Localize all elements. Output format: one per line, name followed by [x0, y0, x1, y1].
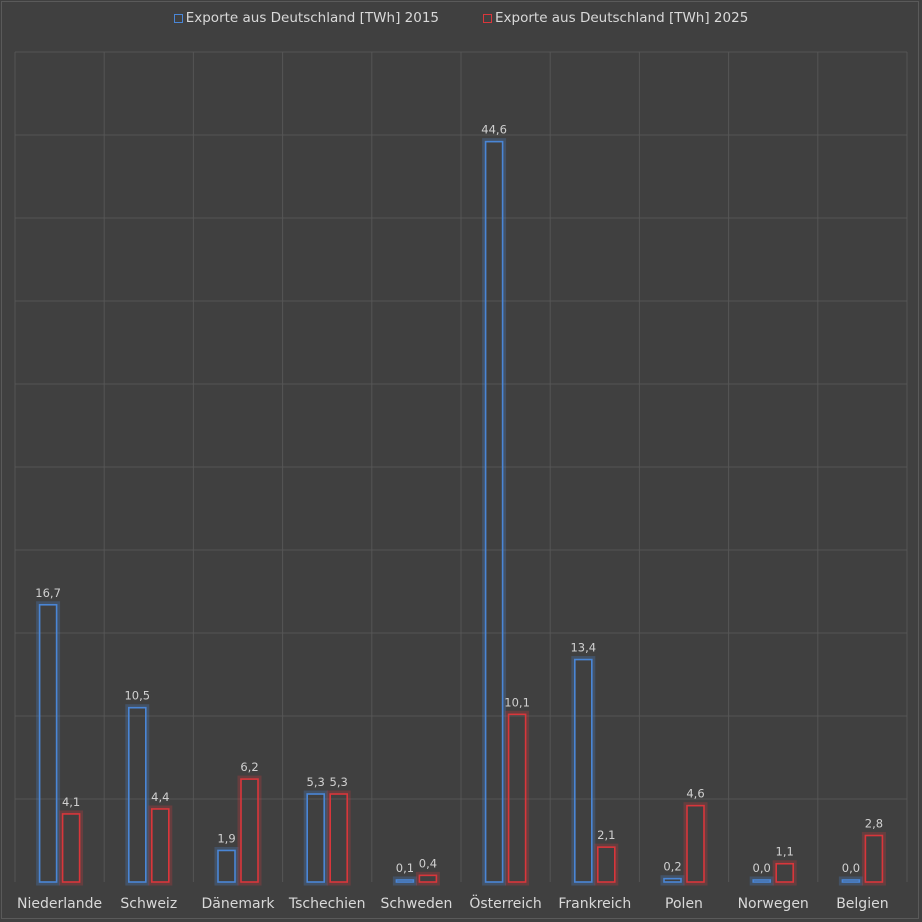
- data-label: 1,1: [776, 845, 794, 859]
- data-label: 13,4: [570, 641, 596, 655]
- x-tick-label: Tschechien: [288, 896, 366, 912]
- bar-2025-frankreich: [596, 846, 616, 883]
- bar-2025-tschechien: [329, 793, 349, 883]
- bar-glow: [838, 876, 863, 886]
- bar-glow: [36, 601, 61, 886]
- legend-swatch-2025: [483, 13, 492, 23]
- bar-2015-norwegen: [752, 879, 772, 883]
- data-label: 44,6: [481, 123, 507, 137]
- bar-2025-niederlande: [61, 813, 81, 883]
- data-label: 0,2: [663, 860, 681, 874]
- bar-glow: [571, 656, 596, 886]
- data-label: 0,4: [419, 856, 437, 870]
- bar-glow: [749, 876, 774, 886]
- bar-glow: [594, 843, 619, 886]
- x-tick-label: Niederlande: [17, 896, 102, 912]
- bar-glow: [392, 876, 417, 886]
- bar-glow: [237, 775, 262, 886]
- data-label: 1,9: [217, 831, 235, 845]
- bar-glow: [125, 704, 150, 886]
- legend-label-2025: Exporte aus Deutschland [TWh] 2025: [495, 10, 749, 26]
- bar-2015-tschechien: [306, 793, 326, 883]
- bar-glow: [482, 138, 507, 886]
- bar-2025-polen: [686, 804, 705, 883]
- x-tick-label: Schweiz: [120, 896, 177, 912]
- legend-label-2015: Exporte aus Deutschland [TWh] 2015: [185, 10, 439, 26]
- bar-glow: [505, 710, 530, 886]
- data-label: 16,7: [35, 586, 61, 600]
- bar-2025-schweiz: [151, 808, 170, 883]
- bar-glow: [214, 846, 239, 886]
- data-label: 10,1: [504, 695, 530, 709]
- bar-2015-dänemark: [217, 849, 236, 883]
- legend-item-2025: Exporte aus Deutschland [TWh] 2025: [483, 10, 748, 26]
- bar-2025-österreich: [507, 713, 527, 883]
- bar-2025-schweden: [418, 874, 438, 883]
- bar-2025-dänemark: [240, 778, 259, 883]
- x-tick-label: Österreich: [469, 894, 541, 912]
- data-label: 0,0: [842, 861, 860, 875]
- x-tick-label: Schweden: [380, 896, 452, 912]
- data-label: 4,6: [686, 787, 704, 801]
- bar-2025-norwegen: [775, 862, 795, 883]
- bar-2015-frankreich: [573, 658, 593, 883]
- bar-glow: [148, 805, 173, 886]
- bar-2015-belgien: [841, 879, 861, 883]
- bar-2015-niederlande: [38, 603, 58, 883]
- bar-glow: [861, 832, 886, 886]
- bar-glow: [415, 871, 440, 886]
- data-label: 5,3: [330, 775, 348, 789]
- bar-glow: [772, 860, 797, 886]
- x-tick-label: Polen: [665, 896, 703, 912]
- bar-glow: [59, 810, 84, 886]
- data-label: 5,3: [307, 775, 325, 789]
- data-label: 4,4: [151, 790, 169, 804]
- x-tick-label: Frankreich: [558, 896, 631, 912]
- bar-glow: [303, 790, 328, 886]
- data-label: 2,1: [597, 828, 615, 842]
- data-label: 0,1: [396, 861, 414, 875]
- bar-glow: [660, 875, 685, 886]
- data-label: 10,5: [124, 689, 150, 703]
- legend: Exporte aus Deutschland [TWh] 2015 Expor…: [0, 10, 922, 26]
- x-tick-label: Dänemark: [202, 896, 276, 912]
- data-label: 2,8: [865, 817, 883, 831]
- data-label: 0,0: [753, 861, 771, 875]
- bar-2015-polen: [663, 877, 682, 883]
- x-tick-label: Norwegen: [738, 896, 809, 912]
- data-label: 6,2: [240, 760, 258, 774]
- legend-swatch-2015: [173, 13, 183, 23]
- x-tick-label: Belgien: [836, 896, 888, 912]
- bar-glow: [326, 790, 351, 886]
- bar-2015-schweiz: [128, 706, 147, 883]
- bar-2025-belgien: [864, 834, 884, 883]
- legend-item-2015: Exporte aus Deutschland [TWh] 2015: [173, 10, 439, 26]
- bar-2015-österreich: [484, 140, 504, 883]
- data-label: 4,1: [62, 795, 80, 809]
- bar-2015-schweden: [395, 879, 415, 883]
- bar-glow: [683, 802, 708, 886]
